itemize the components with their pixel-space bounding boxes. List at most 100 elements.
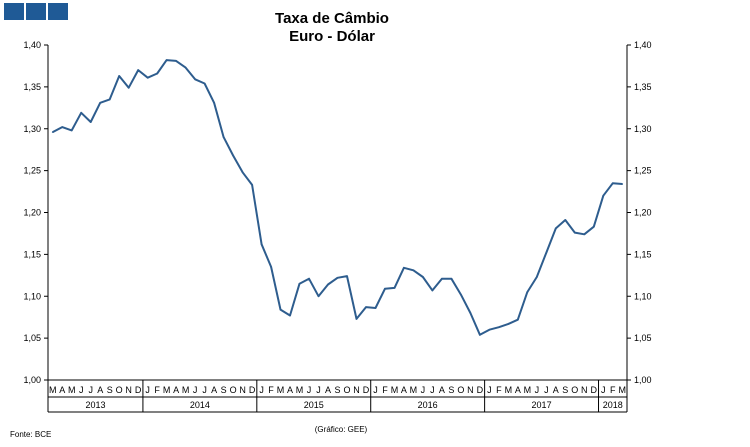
x-year-label: 2016 bbox=[418, 400, 438, 410]
data-point bbox=[108, 98, 111, 101]
y-tick-label: 1,05 bbox=[23, 333, 41, 343]
x-tick-label: M bbox=[524, 385, 532, 395]
x-tick-label: A bbox=[439, 385, 445, 395]
x-tick-label: F bbox=[154, 385, 160, 395]
x-year-label: 2018 bbox=[603, 400, 623, 410]
data-point bbox=[431, 289, 434, 292]
logo-block bbox=[26, 3, 46, 20]
x-tick-label: M bbox=[391, 385, 399, 395]
x-tick-label: J bbox=[145, 385, 150, 395]
y-tick-label: 1,30 bbox=[23, 124, 41, 134]
x-tick-label: J bbox=[421, 385, 426, 395]
data-point bbox=[526, 291, 529, 293]
x-tick-label: F bbox=[610, 385, 616, 395]
data-point bbox=[507, 323, 510, 325]
x-tick-label: O bbox=[116, 385, 123, 395]
data-point bbox=[450, 277, 453, 280]
y-tick-label: 1,20 bbox=[23, 208, 41, 218]
x-tick-label: J bbox=[259, 385, 264, 395]
data-point bbox=[89, 121, 92, 123]
x-tick-label: F bbox=[382, 385, 388, 395]
x-tick-label: N bbox=[353, 385, 360, 395]
data-point bbox=[251, 184, 253, 186]
x-tick-label: J bbox=[79, 385, 84, 395]
chart-credit: (Gráfico: GEE) bbox=[315, 425, 368, 434]
data-point bbox=[51, 131, 54, 133]
x-tick-label: D bbox=[135, 385, 142, 395]
data-point bbox=[403, 266, 405, 269]
x-tick-label: N bbox=[125, 385, 132, 395]
x-tick-label: S bbox=[562, 385, 568, 395]
data-point bbox=[384, 287, 386, 290]
data-point bbox=[175, 60, 177, 62]
data-point bbox=[194, 78, 196, 81]
x-tick-label: A bbox=[515, 385, 521, 395]
data-point bbox=[611, 182, 614, 184]
y-tick-label: 1,00 bbox=[23, 375, 41, 385]
data-point bbox=[308, 277, 310, 280]
x-tick-label: J bbox=[544, 385, 549, 395]
x-tick-label: M bbox=[68, 385, 76, 395]
y-tick-label: 1,40 bbox=[634, 40, 652, 50]
plot-frame bbox=[47, 45, 628, 413]
x-tick-label: S bbox=[334, 385, 340, 395]
data-point bbox=[441, 277, 443, 280]
data-point bbox=[184, 66, 187, 69]
x-tick-label: S bbox=[107, 385, 113, 395]
data-point bbox=[621, 183, 624, 185]
data-point bbox=[203, 82, 206, 85]
x-tick-label: M bbox=[49, 385, 57, 395]
x-tick-label: A bbox=[59, 385, 65, 395]
data-point bbox=[365, 306, 367, 308]
data-point bbox=[270, 266, 272, 268]
data-point bbox=[393, 287, 396, 289]
x-tick-label: J bbox=[202, 385, 207, 395]
y-tick-label: 1,25 bbox=[634, 166, 652, 176]
data-point bbox=[260, 243, 263, 246]
data-point bbox=[222, 136, 225, 138]
data-point bbox=[555, 227, 557, 230]
logo-block bbox=[4, 3, 24, 20]
data-point bbox=[545, 251, 548, 254]
x-tick-label: M bbox=[410, 385, 418, 395]
y-tick-label: 1,30 bbox=[634, 124, 652, 134]
data-point bbox=[317, 295, 320, 298]
data-point bbox=[469, 312, 472, 314]
x-tick-label: J bbox=[535, 385, 540, 395]
data-point bbox=[517, 318, 519, 321]
data-point bbox=[602, 194, 605, 197]
x-tick-label: N bbox=[239, 385, 246, 395]
x-tick-label: A bbox=[401, 385, 407, 395]
data-point bbox=[479, 333, 481, 336]
series-group bbox=[51, 59, 624, 336]
chart-title: Taxa de Câmbio bbox=[275, 10, 389, 27]
x-tick-label: O bbox=[571, 385, 578, 395]
x-tick-label: S bbox=[221, 385, 227, 395]
x-tick-label: D bbox=[363, 385, 370, 395]
x-tick-label: N bbox=[467, 385, 474, 395]
data-point bbox=[536, 276, 538, 278]
chart-subtitle: Euro - Dólar bbox=[289, 28, 375, 45]
data-point bbox=[422, 276, 424, 278]
data-point bbox=[412, 269, 415, 272]
y-tick-label: 1,10 bbox=[23, 291, 41, 301]
x-tick-label: D bbox=[477, 385, 484, 395]
data-point bbox=[279, 308, 282, 311]
y-axis-right: 1,00 1,05 1,10 1,15 1,20 1,25 1,30 1,35 1,40 bbox=[627, 40, 652, 385]
y-tick-label: 1,15 bbox=[634, 249, 652, 259]
x-tick-label: A bbox=[173, 385, 179, 395]
x-tick-label: S bbox=[448, 385, 454, 395]
source-note: Fonte: BCE bbox=[10, 430, 51, 439]
data-point bbox=[127, 86, 130, 89]
x-tick-label: J bbox=[307, 385, 312, 395]
data-point bbox=[61, 126, 64, 128]
x-year-label: 2015 bbox=[304, 400, 324, 410]
x-tick-label: A bbox=[97, 385, 103, 395]
x-tick-label: M bbox=[505, 385, 513, 395]
x-tick-label: O bbox=[457, 385, 464, 395]
data-point bbox=[374, 307, 377, 309]
x-tick-label: O bbox=[343, 385, 350, 395]
y-tick-label: 1,00 bbox=[634, 375, 652, 385]
y-tick-label: 1,40 bbox=[23, 40, 41, 50]
